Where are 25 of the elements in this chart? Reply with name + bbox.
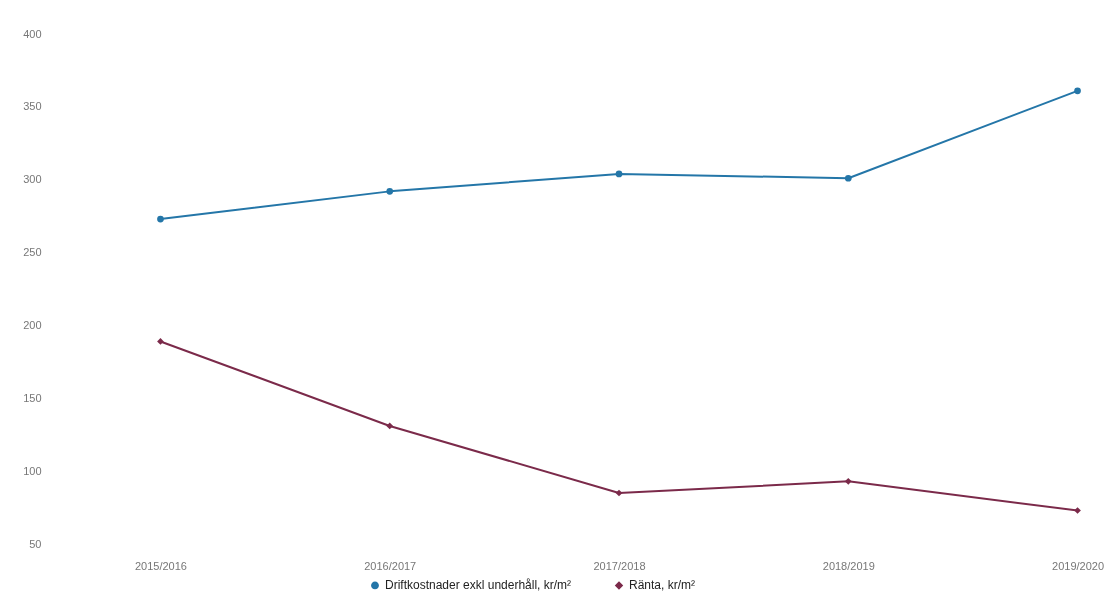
point (157, 338, 164, 345)
point (844, 477, 852, 485)
point (386, 188, 394, 195)
y-tick-label: 250 (23, 246, 42, 259)
point (615, 489, 623, 497)
x-tick-label: 2016/2017 (364, 559, 417, 572)
y-tick-label: 50 (29, 537, 42, 550)
y-tick-label: 200 (23, 318, 42, 331)
legend-label: Ränta, kr/m² (629, 578, 696, 593)
point (386, 422, 394, 430)
point (615, 170, 623, 178)
legend-label: Driftkostnader exkl underhåll, kr/m² (385, 578, 572, 593)
x-tick-label: 2018/2019 (822, 559, 875, 572)
x-tick-label: 2015/2016 (134, 559, 187, 572)
y-tick-label: 300 (23, 173, 42, 186)
point (1074, 507, 1081, 514)
y-tick-label: 400 (23, 27, 42, 40)
y-tick-label: 350 (23, 100, 42, 113)
y-tick-label: 100 (23, 464, 42, 477)
point (157, 215, 164, 223)
x-tick-label: 2019/2020 (1052, 559, 1105, 572)
point (844, 174, 852, 182)
x-tick-label: 2017/2018 (593, 559, 646, 572)
y-tick-label: 150 (23, 391, 42, 404)
point (1074, 87, 1081, 95)
